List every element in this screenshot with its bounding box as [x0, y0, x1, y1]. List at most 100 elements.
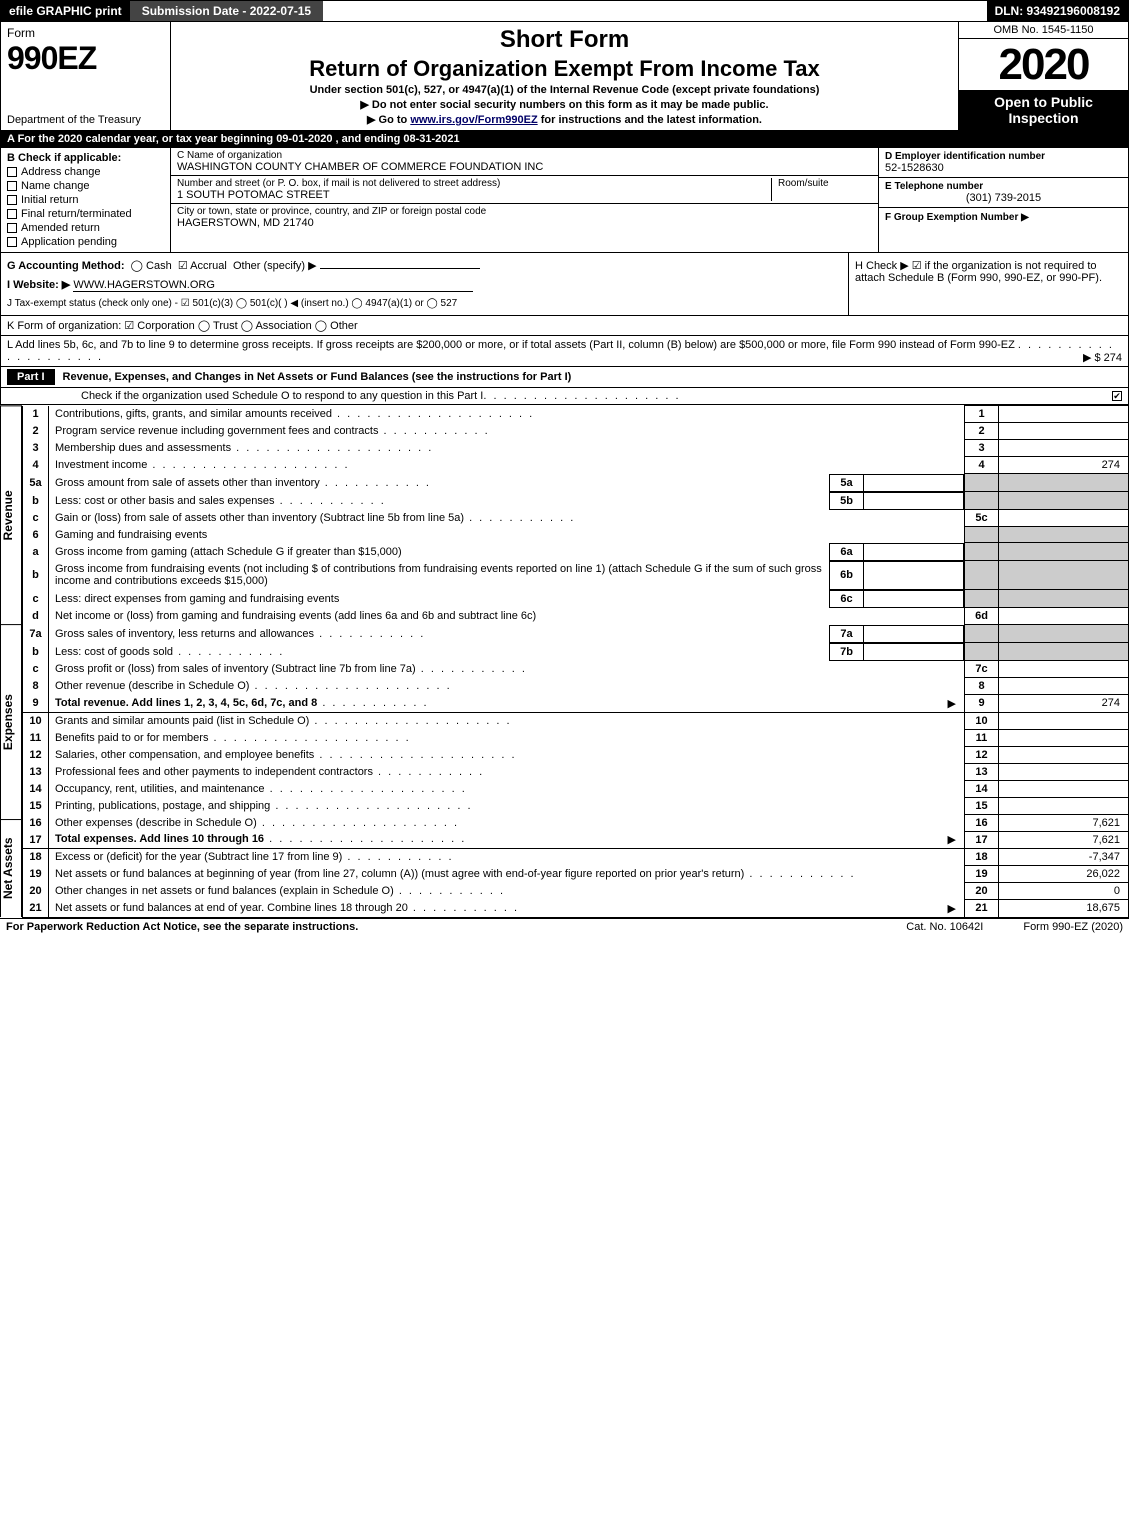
row-a-tax-year: A For the 2020 calendar year, or tax yea…: [0, 131, 1129, 148]
g-cash[interactable]: Cash: [146, 260, 172, 272]
side-label-netassets: Net Assets: [0, 819, 22, 917]
row-j-status: J Tax-exempt status (check only one) - ☑…: [7, 298, 842, 309]
part1-header: Part I Revenue, Expenses, and Changes in…: [0, 367, 1129, 388]
i-label: I Website: ▶: [7, 279, 70, 291]
line-1: 1Contributions, gifts, grants, and simil…: [23, 406, 1129, 423]
phone-label: E Telephone number: [885, 181, 1122, 192]
part1-tag: Part I: [7, 369, 55, 385]
row-i-website: I Website: ▶ WWW.HAGERSTOWN.ORG: [7, 278, 842, 292]
chk-name-change[interactable]: Name change: [7, 180, 164, 192]
line-11: 11Benefits paid to or for members11: [23, 729, 1129, 746]
phone-value: (301) 739-2015: [885, 192, 1122, 204]
footer-catno: Cat. No. 10642I: [906, 921, 983, 933]
side-label-revenue: Revenue: [0, 405, 22, 624]
short-form-title: Short Form: [179, 26, 950, 54]
form-number: 990EZ: [7, 40, 164, 77]
section-ghij: G Accounting Method: ◯ Cash ☑ Accrual Ot…: [0, 253, 1129, 316]
subtitle-section: Under section 501(c), 527, or 4947(a)(1)…: [179, 84, 950, 96]
goto-post: for instructions and the latest informat…: [541, 114, 762, 126]
l-text: L Add lines 5b, 6c, and 7b to line 9 to …: [7, 339, 1015, 351]
line-16: 16Other expenses (describe in Schedule O…: [23, 814, 1129, 831]
group-exemption-label: F Group Exemption Number ▶: [885, 212, 1029, 223]
subtitle-warning: ▶ Do not enter social security numbers o…: [179, 98, 950, 111]
line-9: 9Total revenue. Add lines 1, 2, 3, 4, 5c…: [23, 695, 1129, 713]
footer-formref: Form 990-EZ (2020): [1023, 921, 1123, 933]
footer-notice: For Paperwork Reduction Act Notice, see …: [6, 921, 358, 933]
dln: DLN: 93492196008192: [987, 1, 1128, 21]
chk-application-pending[interactable]: Application pending: [7, 236, 164, 248]
col-c-org-info: C Name of organization WASHINGTON COUNTY…: [171, 148, 878, 252]
row-g-accounting: G Accounting Method: ◯ Cash ☑ Accrual Ot…: [7, 259, 842, 272]
line-7b: bLess: cost of goods sold7b: [23, 643, 1129, 661]
chk-address-change[interactable]: Address change: [7, 166, 164, 178]
chk-final-return-label: Final return/terminated: [21, 208, 132, 220]
inspect-line1: Open to Public: [961, 94, 1126, 110]
line-3: 3Membership dues and assessments3: [23, 440, 1129, 457]
part1-check-note: Check if the organization used Schedule …: [81, 390, 483, 402]
submission-date: Submission Date - 2022-07-15: [130, 1, 323, 21]
line-7a: 7aGross sales of inventory, less returns…: [23, 625, 1129, 643]
line-10: 10Grants and similar amounts paid (list …: [23, 712, 1129, 729]
line-19: 19Net assets or fund balances at beginni…: [23, 866, 1129, 883]
phone-row: E Telephone number (301) 739-2015: [879, 178, 1128, 208]
org-name: WASHINGTON COUNTY CHAMBER OF COMMERCE FO…: [177, 161, 872, 173]
chk-final-return[interactable]: Final return/terminated: [7, 208, 164, 220]
line-6a: aGross income from gaming (attach Schedu…: [23, 543, 1129, 561]
line-6b: bGross income from fundraising events (n…: [23, 561, 1129, 590]
line-14: 14Occupancy, rent, utilities, and mainte…: [23, 780, 1129, 797]
chk-address-change-label: Address change: [21, 166, 101, 178]
line-18: 18Excess or (deficit) for the year (Subt…: [23, 849, 1129, 866]
line-21: 21Net assets or fund balances at end of …: [23, 900, 1129, 918]
chk-initial-return-label: Initial return: [21, 194, 78, 206]
page-footer: For Paperwork Reduction Act Notice, see …: [0, 918, 1129, 935]
chk-initial-return[interactable]: Initial return: [7, 194, 164, 206]
header-left: Form 990EZ Department of the Treasury: [1, 22, 171, 130]
form-word: Form: [7, 26, 164, 40]
row-k-form-org: K Form of organization: ☑ Corporation ◯ …: [0, 316, 1129, 336]
line-13: 13Professional fees and other payments t…: [23, 763, 1129, 780]
side-label-expenses: Expenses: [0, 624, 22, 819]
efile-print: efile GRAPHIC print: [1, 1, 130, 21]
inspect-line2: Inspection: [961, 110, 1126, 126]
irs-link[interactable]: www.irs.gov/Form990EZ: [410, 114, 537, 126]
open-to-public: Open to Public Inspection: [959, 90, 1128, 130]
col-def: D Employer identification number 52-1528…: [878, 148, 1128, 252]
l-value: ▶ $ 274: [1083, 351, 1122, 364]
i-value: WWW.HAGERSTOWN.ORG: [73, 279, 473, 292]
line-4: 4Investment income4274: [23, 457, 1129, 474]
tax-year: 2020: [959, 39, 1128, 90]
department: Department of the Treasury: [7, 114, 164, 126]
line-5a: 5aGross amount from sale of assets other…: [23, 474, 1129, 492]
col-b-checkboxes: B Check if applicable: Address change Na…: [1, 148, 171, 252]
org-street-row: Number and street (or P. O. box, if mail…: [171, 176, 878, 204]
city-label: City or town, state or province, country…: [177, 206, 872, 217]
g-other[interactable]: Other (specify) ▶: [233, 260, 317, 272]
org-name-label: C Name of organization: [177, 150, 872, 161]
street: 1 SOUTH POTOMAC STREET: [177, 189, 765, 201]
chk-name-change-label: Name change: [21, 180, 90, 192]
ein-label: D Employer identification number: [885, 151, 1122, 162]
section-bcdef: B Check if applicable: Address change Na…: [0, 148, 1129, 253]
group-exemption-row: F Group Exemption Number ▶: [879, 208, 1128, 252]
header-right: OMB No. 1545-1150 2020 Open to Public In…: [958, 22, 1128, 130]
line-5c: cGain or (loss) from sale of assets othe…: [23, 510, 1129, 527]
subtitle-goto: ▶ Go to www.irs.gov/Form990EZ for instru…: [179, 113, 950, 126]
chk-amended-return[interactable]: Amended return: [7, 222, 164, 234]
g-accrual[interactable]: Accrual: [190, 260, 227, 272]
line-17: 17Total expenses. Add lines 10 through 1…: [23, 831, 1129, 849]
goto-pre: ▶ Go to: [367, 114, 410, 126]
top-bar: efile GRAPHIC print Submission Date - 20…: [0, 0, 1129, 22]
city: HAGERSTOWN, MD 21740: [177, 217, 872, 229]
line-5b: bLess: cost or other basis and sales exp…: [23, 492, 1129, 510]
main-title: Return of Organization Exempt From Incom…: [179, 56, 950, 82]
chk-amended-return-label: Amended return: [21, 222, 100, 234]
col-b-label: B Check if applicable:: [7, 152, 164, 164]
line-2: 2Program service revenue including gover…: [23, 423, 1129, 440]
part1-schedule-o-checkbox[interactable]: [1112, 391, 1122, 401]
chk-application-pending-label: Application pending: [21, 236, 117, 248]
g-other-field[interactable]: [320, 268, 480, 269]
part1-table: 1Contributions, gifts, grants, and simil…: [22, 405, 1129, 918]
row-h-check: H Check ▶ ☑ if the organization is not r…: [848, 253, 1128, 315]
line-6d: dNet income or (loss) from gaming and fu…: [23, 608, 1129, 625]
g-label: G Accounting Method:: [7, 260, 125, 272]
